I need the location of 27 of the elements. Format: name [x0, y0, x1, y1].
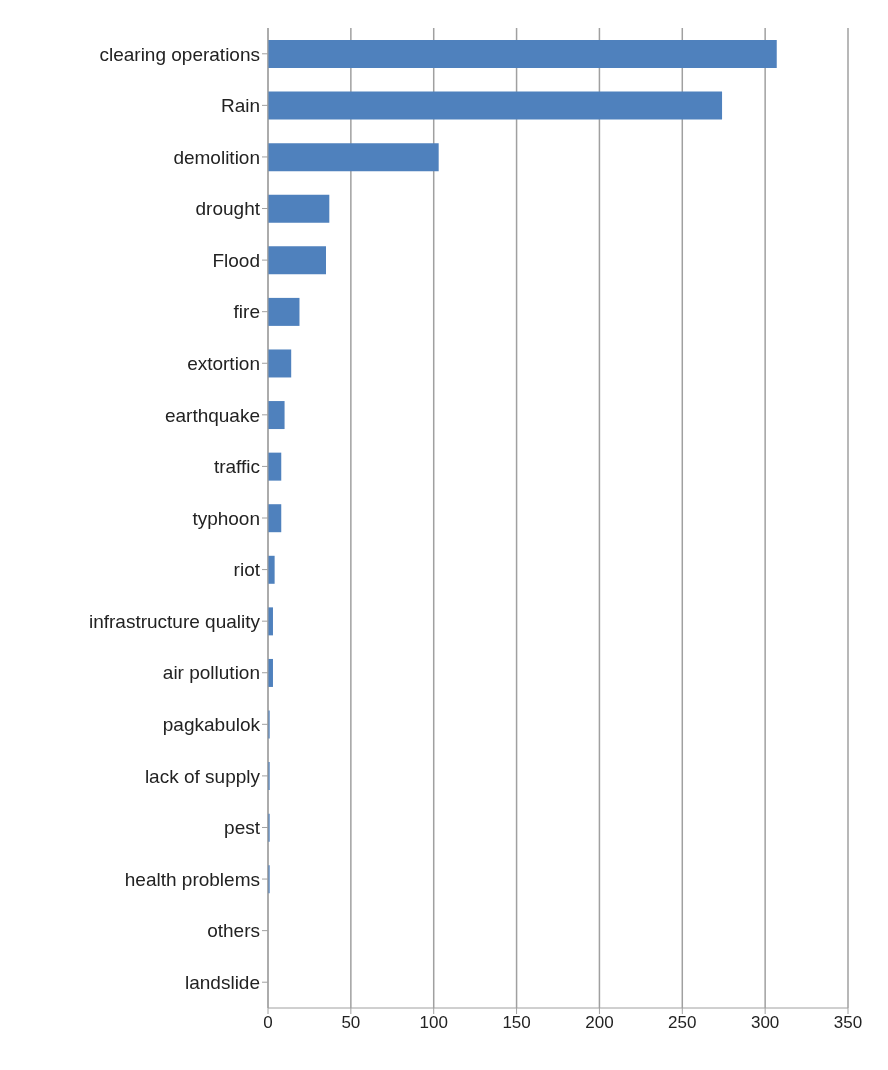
y-tick-label: extortion — [187, 353, 260, 375]
y-tick-label: typhoon — [192, 507, 260, 529]
y-tick-label: fire — [233, 301, 260, 323]
y-tick-label: Flood — [212, 249, 260, 271]
y-tick-label: pagkabulok — [162, 714, 261, 736]
x-tick-label: 100 — [419, 1013, 448, 1033]
y-tick-label: health problems — [124, 868, 260, 890]
x-tick-label: 200 — [585, 1013, 614, 1033]
x-tick-label: 0 — [263, 1013, 273, 1033]
y-tick-label: drought — [195, 198, 261, 220]
y-tick-label: demolition — [173, 146, 260, 168]
y-tick-label: infrastructure quality — [88, 610, 261, 632]
x-tick-label: 150 — [502, 1013, 531, 1033]
y-tick-label: air pollution — [162, 662, 260, 684]
x-tick-label: 300 — [750, 1013, 780, 1033]
y-tick-label: others — [207, 920, 260, 942]
y-tick-label: landslide — [185, 971, 260, 993]
y-tick-label: Rain — [220, 95, 260, 117]
y-tick-label: pest — [224, 817, 261, 839]
y-tick-label: traffic — [213, 456, 260, 478]
x-tick-label: 250 — [668, 1013, 697, 1033]
y-tick-label: clearing operations — [99, 43, 260, 65]
x-tick-label: 350 — [833, 1013, 863, 1033]
y-tick-label: riot — [233, 559, 261, 581]
x-tick-label: 50 — [341, 1013, 361, 1033]
y-tick-label: lack of supply — [144, 765, 261, 787]
y-tick-label: earthquake — [164, 404, 260, 426]
